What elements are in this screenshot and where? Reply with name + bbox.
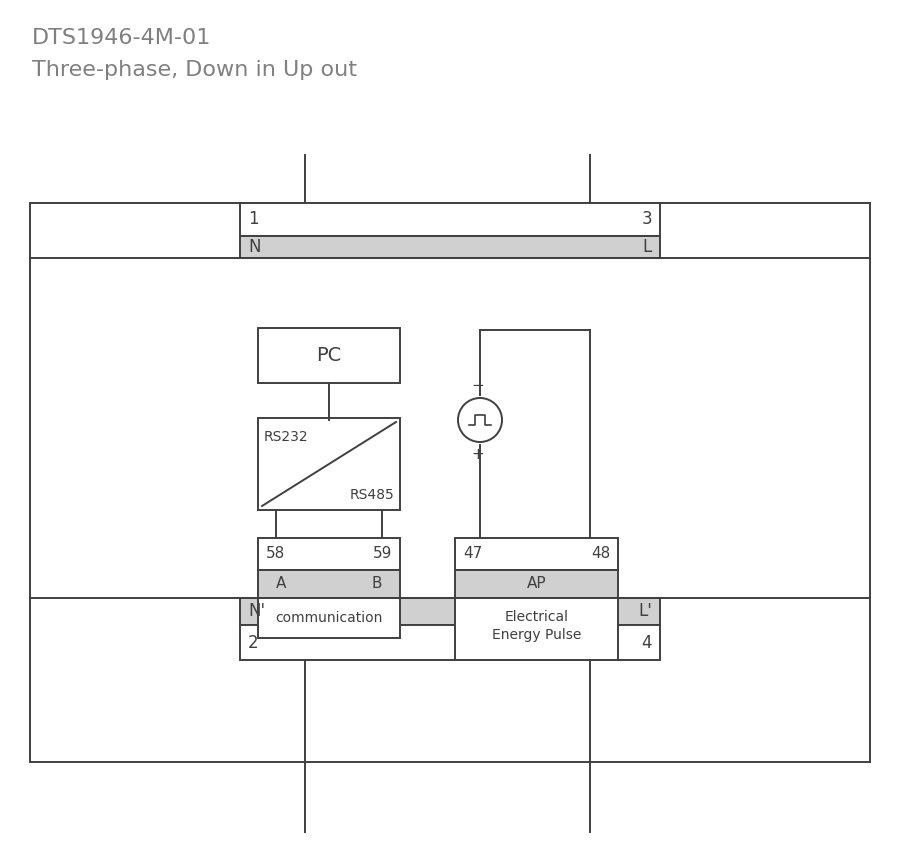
Bar (258, 598, 400, 638)
Bar (240, 203, 660, 236)
Text: +: + (472, 447, 484, 462)
Text: A: A (276, 576, 286, 592)
Text: 3: 3 (642, 210, 652, 229)
Text: Three-phase, Down in Up out: Three-phase, Down in Up out (32, 60, 357, 80)
Text: AP: AP (526, 576, 546, 592)
Text: −: − (472, 378, 484, 393)
Text: 48: 48 (590, 547, 610, 561)
Text: 58: 58 (266, 547, 285, 561)
Text: N': N' (248, 603, 266, 620)
Text: PC: PC (317, 346, 342, 365)
Bar (240, 598, 660, 625)
Text: 1: 1 (248, 210, 258, 229)
Bar (455, 538, 618, 570)
Text: DTS1946-4M-01: DTS1946-4M-01 (32, 28, 212, 48)
Bar (258, 418, 400, 510)
Bar (30, 203, 870, 762)
Bar (258, 538, 400, 570)
Text: communication: communication (275, 611, 382, 625)
Text: L: L (643, 238, 652, 256)
Bar (240, 236, 660, 258)
Text: 2: 2 (248, 634, 258, 652)
Text: Electrical: Electrical (505, 610, 569, 624)
Text: 59: 59 (373, 547, 392, 561)
Bar (258, 570, 400, 598)
Text: RS232: RS232 (264, 430, 309, 444)
Text: RS485: RS485 (349, 488, 394, 502)
Text: B: B (372, 576, 382, 592)
Bar (258, 328, 400, 383)
Text: Energy Pulse: Energy Pulse (491, 628, 581, 642)
Bar (455, 570, 618, 598)
Bar (455, 598, 618, 660)
Text: 47: 47 (463, 547, 482, 561)
Bar (240, 625, 660, 660)
Text: 4: 4 (642, 634, 652, 652)
Text: N: N (248, 238, 260, 256)
Text: L': L' (638, 603, 652, 620)
